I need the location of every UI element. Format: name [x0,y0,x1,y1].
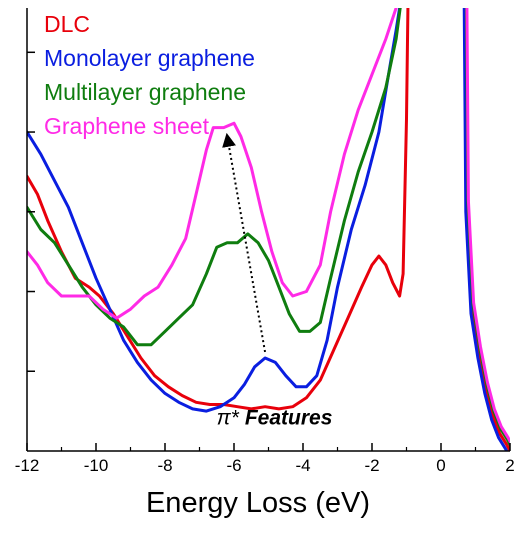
series-line-2 [27,8,402,413]
x-ticks: -12 -10 -8 -6 -4 -2 0 2 [15,443,515,475]
series-tail-2 [462,8,509,451]
legend-entry-1: DLC [44,11,90,37]
series-layer [27,8,510,451]
legend-entry-4: Graphene sheet [44,113,210,139]
annotation-layer: π* Features [217,132,333,429]
pi-star-annotation: π* Features [217,406,333,429]
x-tick-label: -12 [15,456,40,475]
series-line-3 [27,8,402,347]
pi-star-arrow [222,132,267,353]
series-line-4 [27,8,398,320]
x-tick-label: 2 [505,456,514,475]
pi-star-symbol: π* [217,406,240,429]
series-line-1 [27,8,410,411]
x-tick-label: -6 [226,456,241,475]
x-tick-label: 0 [436,456,445,475]
features-label: Features [245,406,333,429]
x-tick-label: -10 [84,456,109,475]
x-tick-label: -4 [295,456,310,475]
legend: DLC Monolayer graphene Multilayer graphene… [44,11,255,139]
x-axis-title: Energy Loss (eV) [146,487,370,519]
legend-entry-3: Multilayer graphene [44,79,246,105]
series-tail-4 [465,8,510,445]
x-tick-label: -2 [364,456,379,475]
y-ticks [27,51,35,373]
series-tail-3 [464,8,510,448]
legend-entry-2: Monolayer graphene [44,45,255,71]
x-tick-label: -8 [157,456,172,475]
